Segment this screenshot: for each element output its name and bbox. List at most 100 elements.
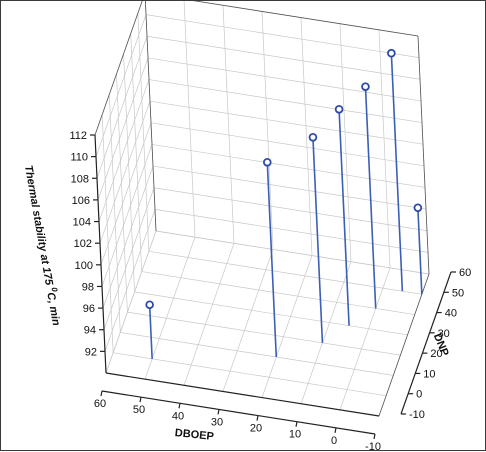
data-point-marker [387,48,396,58]
back-wall-grid-line [146,35,421,80]
y-tick-label: 10 [423,368,435,380]
x-tick-label: 20 [250,423,262,435]
floor-grid-line [127,311,401,356]
x-tick-label: 0 [331,435,337,447]
back-wall-grid-line [193,1,419,37]
back-wall-grid-line [154,209,429,253]
x-tick-mark [295,421,298,427]
box-edge [144,1,157,232]
data-point-group [413,203,423,295]
data-point-group [387,48,404,292]
left-wall-grid-line [116,74,128,313]
data-point-marker [361,82,370,91]
z-tick-label: 112 [69,130,87,142]
left-wall-grid-line [104,209,156,352]
floor-grid-line [120,332,394,376]
x-tick-mark [217,409,220,415]
back-wall-grid-line [222,5,235,244]
y-tick-label: 0 [416,389,422,401]
z-tick-label: 102 [74,238,92,250]
z-tick-label: 110 [70,152,88,164]
floor-grid-line [148,250,422,295]
back-wall-grid-line [152,165,427,210]
z-tick-label: 106 [72,195,90,207]
left-wall-grid-line [95,14,147,157]
z-tick-label: 98 [82,281,94,293]
left-wall-grid-line [98,79,150,222]
data-point-marker [334,104,344,114]
back-wall-grid-line [147,57,422,102]
z-axis-line [94,134,107,374]
back-wall-grid-line [339,23,352,262]
back-wall-grid-line [378,29,391,268]
z-tick-label: 94 [84,325,96,337]
data-point-group [361,82,377,309]
data-series-group [145,48,423,359]
floor-grid-line [113,352,387,397]
data-point-group [308,133,324,343]
z-tick-label: 104 [73,217,91,229]
box-edge [417,35,430,275]
z-axis-label-tail: C, min [44,291,62,326]
y-tick-baseline [400,271,452,415]
data-point-marker [413,203,423,213]
left-wall-grid-line [101,144,153,287]
axes-group [94,134,452,435]
data-stem [417,207,423,295]
x-tick-mark [334,427,337,433]
box-edge [378,273,430,417]
x-tick-mark [256,415,259,421]
data-point-group [262,157,278,358]
z-tick-label: 92 [85,346,97,358]
data-point-marker [145,300,154,310]
x-tick-label: 30 [211,416,223,428]
z-tick-label: 100 [75,260,93,272]
x-tick-mark [178,403,181,409]
left-wall-grid-line [130,33,143,272]
x-tick-mark [373,433,376,440]
floor-grid-line [141,271,415,315]
back-wall-grid-line [149,100,424,145]
floor-grid-line [134,291,408,336]
back-wall-grid-line [183,1,196,238]
data-stem [390,53,404,292]
x-axis-line [105,372,380,417]
data-stem [312,137,324,343]
x-tick-mark [139,397,142,403]
z-tick-label: 108 [71,173,89,185]
x-tick-label: 10 [289,429,301,441]
left-wall-grid-line [103,187,155,330]
x-tick-label: 40 [172,410,184,422]
data-point-marker [308,133,318,142]
back-walls-group [94,1,430,417]
left-wall-grid-line [97,57,149,201]
x-tick-label: -10 [365,441,381,452]
tick-labels-group: 9294969810010210410610811011260504030201… [69,130,471,452]
left-wall-grid-line [123,53,135,292]
left-wall-grid-line [137,13,150,252]
left-wall-grid-line [96,36,148,179]
x-tick-baseline [101,390,376,435]
floor-grid-line [222,249,274,392]
left-wall-grid-line [102,165,154,309]
left-wall-grid-line [100,122,152,265]
z-axis-label-sup: 0 [49,287,59,293]
back-wall-grid-line [150,122,425,167]
y-tick-label: 40 [445,308,457,320]
z-axis-label: Thermal stability at 175 0C, min [22,164,65,327]
back-wall-grid-line [151,144,426,188]
floor-grid-line [339,267,391,410]
y-tick-label: 20 [430,348,442,360]
left-wall-grid-line [105,230,157,374]
back-wall-grid-line [145,14,420,58]
z-axis-label-main: Thermal stability at 175 [22,164,55,289]
back-wall-grid-line [153,187,428,232]
left-wall-grid-line [108,94,121,333]
back-wall-grid-line [148,79,423,123]
box-edge [94,1,143,136]
box-edge [193,1,419,37]
z-tick-label: 96 [83,303,95,315]
floor-grid-line [144,237,196,380]
